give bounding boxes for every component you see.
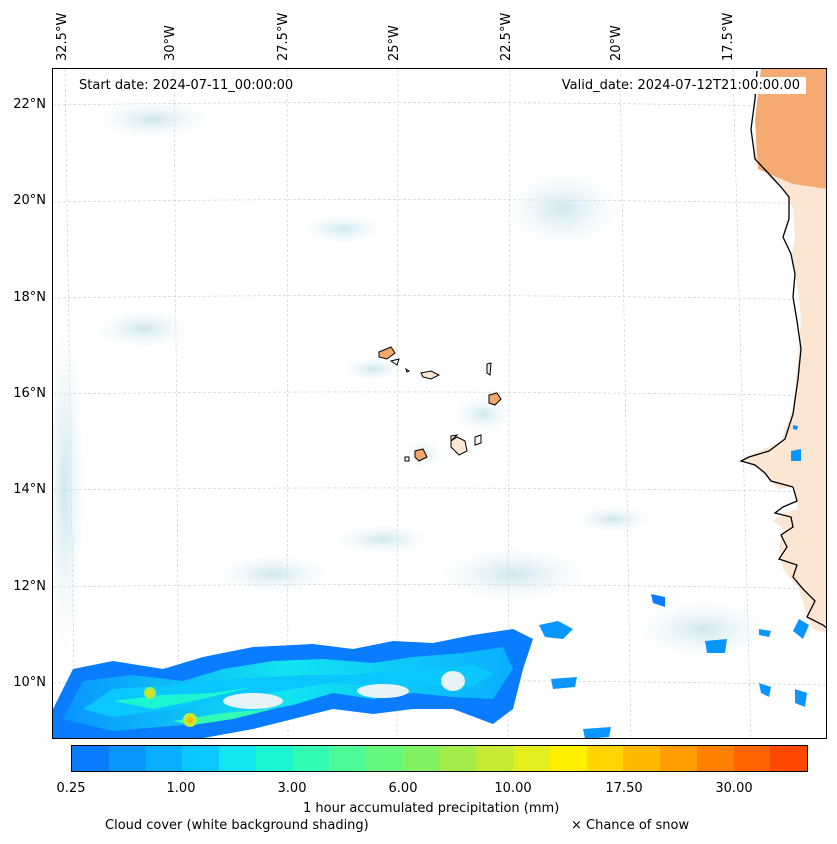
map-canvas [53, 69, 826, 738]
africa-coast [739, 69, 826, 634]
colorbar-cell [513, 746, 550, 771]
valid-date-label: Valid_date: 2024-07-12T21:00:00.00 [555, 77, 806, 94]
colorbar-cell [329, 746, 366, 771]
latitude-label: 10°N [13, 675, 46, 690]
colorbar-cell [660, 746, 697, 771]
longitude-label: 30°W [163, 25, 178, 61]
latitude-label: 12°N [13, 579, 46, 594]
cape-verde-islands [378, 346, 502, 462]
precipitation-colorbar [71, 745, 808, 772]
colorbar-cell [366, 746, 403, 771]
colorbar-cell [145, 746, 183, 771]
latitude-label: 18°N [13, 290, 46, 305]
colorbar-cell [255, 746, 293, 771]
colorbar-tick-label: 10.00 [494, 781, 532, 796]
colorbar-tick-label: 17.50 [605, 781, 643, 796]
colorbar-cell [439, 746, 477, 771]
colorbar-cell [549, 746, 587, 771]
colorbar-cell [219, 746, 256, 771]
colorbar-cell [696, 746, 734, 771]
map-panel: Start date: 2024-07-11_00:00:00 Valid_da… [52, 68, 827, 739]
colorbar-cell [733, 746, 771, 771]
colorbar-cell [292, 746, 330, 771]
colorbar-cell [402, 746, 440, 771]
snow-caption: × Chance of snow [571, 818, 690, 833]
longitude-label: 20°W [609, 25, 624, 61]
latitude-label: 14°N [13, 482, 46, 497]
latitude-label: 22°N [13, 97, 46, 112]
colorbar-cell [623, 746, 660, 771]
precipitation-band [53, 425, 809, 738]
colorbar-tick-label: 6.00 [388, 781, 418, 796]
longitude-label: 22.5°W [499, 12, 514, 61]
precipitation-title: 1 hour accumulated precipitation (mm) [303, 801, 560, 816]
longitude-label: 32.5°W [55, 12, 70, 61]
start-date-label: Start date: 2024-07-11_00:00:00 [73, 77, 300, 94]
latitude-label: 20°N [13, 193, 46, 208]
colorbar-cell [72, 746, 109, 771]
colorbar-tick-label: 3.00 [277, 781, 307, 796]
colorbar-cell [182, 746, 219, 771]
colorbar-cell [476, 746, 513, 771]
colorbar-tick-label: 1.00 [166, 781, 196, 796]
latitude-label: 16°N [13, 386, 46, 401]
colorbar-cell [770, 746, 807, 771]
colorbar-tick-label: 0.25 [56, 781, 86, 796]
colorbar-cell [586, 746, 624, 771]
longitude-label: 17.5°W [721, 12, 736, 61]
cloud-cover [53, 99, 773, 669]
colorbar-tick-label: 30.00 [715, 781, 753, 796]
longitude-label: 25°W [387, 25, 402, 61]
colorbar-cell [108, 746, 146, 771]
cloud-cover-caption: Cloud cover (white background shading) [105, 818, 369, 833]
longitude-label: 27.5°W [276, 12, 291, 61]
